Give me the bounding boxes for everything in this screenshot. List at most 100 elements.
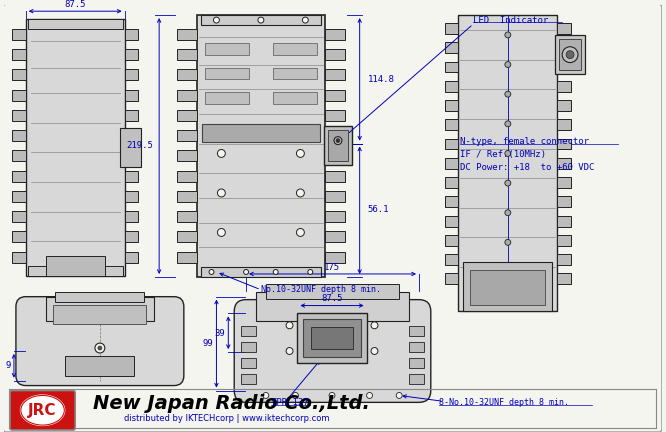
Circle shape [308, 270, 313, 274]
Bar [325, 90, 345, 101]
Bar [325, 29, 345, 40]
Bar [12, 191, 26, 202]
Bar [26, 19, 125, 276]
Bar [557, 273, 571, 284]
Bar [12, 171, 26, 181]
Bar [445, 254, 458, 265]
Ellipse shape [21, 395, 65, 425]
Text: CPR-137: CPR-137 [272, 398, 309, 407]
Text: distributed by IKTECHcorp | www.iktechcorp.com: distributed by IKTECHcorp | www.iktechco… [124, 414, 329, 422]
Text: LED  Indicator: LED Indicator [474, 16, 549, 25]
Bar [445, 216, 458, 226]
Bar [324, 126, 352, 165]
Circle shape [562, 47, 578, 63]
Bar [12, 110, 26, 121]
Bar [273, 92, 317, 104]
Bar [266, 284, 399, 299]
Bar [409, 326, 424, 336]
Bar [125, 110, 139, 121]
Bar [177, 110, 196, 121]
Bar [53, 305, 147, 324]
Text: New Japan Radio Co.,Ltd.: New Japan Radio Co.,Ltd. [93, 394, 370, 413]
Bar [200, 267, 321, 277]
Bar [409, 358, 424, 368]
Bar [177, 252, 196, 263]
Circle shape [366, 393, 372, 398]
Bar [177, 130, 196, 141]
Bar [241, 342, 256, 352]
Bar [125, 90, 139, 101]
Circle shape [217, 189, 225, 197]
Circle shape [329, 393, 335, 398]
Circle shape [209, 270, 214, 274]
Bar [557, 197, 571, 207]
Bar [177, 29, 196, 40]
Bar [325, 150, 345, 161]
Circle shape [217, 229, 225, 236]
Bar [470, 270, 545, 305]
Bar [557, 42, 571, 53]
Bar [12, 130, 26, 141]
FancyBboxPatch shape [10, 391, 75, 430]
Bar [241, 358, 256, 368]
Bar [125, 191, 139, 202]
Circle shape [566, 51, 574, 59]
Text: N-type, female connector: N-type, female connector [460, 137, 589, 146]
Bar [445, 42, 458, 53]
Bar [325, 232, 345, 242]
Circle shape [505, 32, 511, 38]
Bar [12, 49, 26, 60]
Bar [125, 29, 139, 40]
Text: 99: 99 [202, 339, 214, 348]
Text: 8-No.10-32UNF depth 8 min.: 8-No.10-32UNF depth 8 min. [439, 398, 569, 407]
Bar [204, 92, 249, 104]
Bar [204, 43, 249, 55]
Bar [204, 67, 249, 79]
Text: IF / Ref.(10MHz): IF / Ref.(10MHz) [460, 150, 546, 159]
Text: 9: 9 [5, 361, 11, 370]
Bar [12, 90, 26, 101]
Bar [125, 49, 139, 60]
Bar [557, 177, 571, 188]
Circle shape [396, 393, 402, 398]
Circle shape [371, 347, 378, 355]
Bar [125, 150, 139, 161]
Bar [557, 62, 571, 73]
Bar [325, 211, 345, 222]
Bar [177, 90, 196, 101]
Bar [445, 119, 458, 130]
Text: 39: 39 [214, 329, 225, 338]
Circle shape [336, 139, 340, 143]
Circle shape [244, 270, 248, 274]
Circle shape [296, 149, 304, 157]
Circle shape [296, 229, 304, 236]
Bar [12, 29, 26, 40]
Circle shape [286, 322, 293, 329]
Circle shape [302, 17, 308, 23]
Bar [325, 110, 345, 121]
Bar [464, 262, 552, 311]
Text: No.10-32UNF depth 8 min.: No.10-32UNF depth 8 min. [261, 285, 381, 294]
Bar [202, 124, 320, 142]
Bar [45, 297, 155, 321]
Bar [557, 216, 571, 226]
Circle shape [505, 180, 511, 186]
Bar [12, 150, 26, 161]
Circle shape [505, 239, 511, 245]
Bar [125, 171, 139, 181]
Text: 87.5: 87.5 [321, 294, 343, 303]
Text: 219.5: 219.5 [127, 141, 153, 150]
Bar [458, 15, 557, 311]
Bar [273, 43, 317, 55]
Circle shape [217, 149, 225, 157]
Bar [65, 356, 135, 376]
Bar [557, 100, 571, 111]
Bar [177, 191, 196, 202]
Bar [559, 39, 581, 70]
Bar [445, 81, 458, 92]
Text: DC Power: +18  to +60 VDC: DC Power: +18 to +60 VDC [460, 163, 595, 172]
Bar [241, 326, 256, 336]
Bar [325, 49, 345, 60]
Bar [445, 62, 458, 73]
Bar [273, 67, 317, 79]
